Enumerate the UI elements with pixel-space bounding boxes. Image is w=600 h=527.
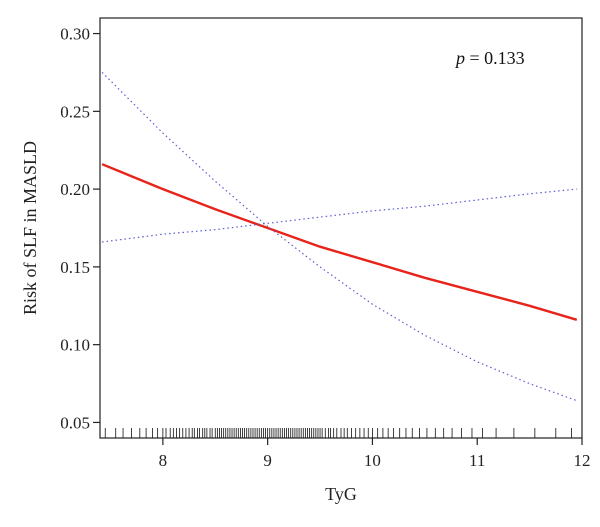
p-value-text: = 0.133: [465, 48, 525, 68]
x-tick-label: 10: [364, 451, 381, 470]
x-axis: 8 9 10 11 12: [159, 438, 591, 470]
y-tick-label: 0.20: [60, 180, 90, 199]
x-axis-title: TyG: [325, 484, 357, 504]
x-tick-label: 8: [159, 451, 168, 470]
rug-plot: [104, 428, 572, 438]
y-tick-label: 0.10: [60, 336, 90, 355]
x-tick-label: 12: [574, 451, 591, 470]
fit-curve: [101, 163, 578, 321]
p-value-annotation: p = 0.133: [454, 48, 525, 68]
series-lines: [101, 71, 578, 402]
y-axis: 0.05 0.10 0.15 0.20 0.25 0.30: [60, 25, 100, 432]
y-tick-label: 0.15: [60, 258, 90, 277]
ci-upper-curve: [101, 71, 578, 402]
y-tick-label: 0.30: [60, 25, 90, 44]
x-tick-label: 9: [263, 451, 272, 470]
plot-frame: [99, 17, 583, 439]
y-axis-title: Risk of SLF in MASLD: [20, 141, 40, 315]
y-tick-label: 0.05: [60, 413, 90, 432]
x-tick-label: 11: [469, 451, 485, 470]
ci-lower-curve: [102, 188, 577, 243]
y-tick-label: 0.25: [60, 102, 90, 121]
p-value-symbol: p: [454, 48, 465, 68]
